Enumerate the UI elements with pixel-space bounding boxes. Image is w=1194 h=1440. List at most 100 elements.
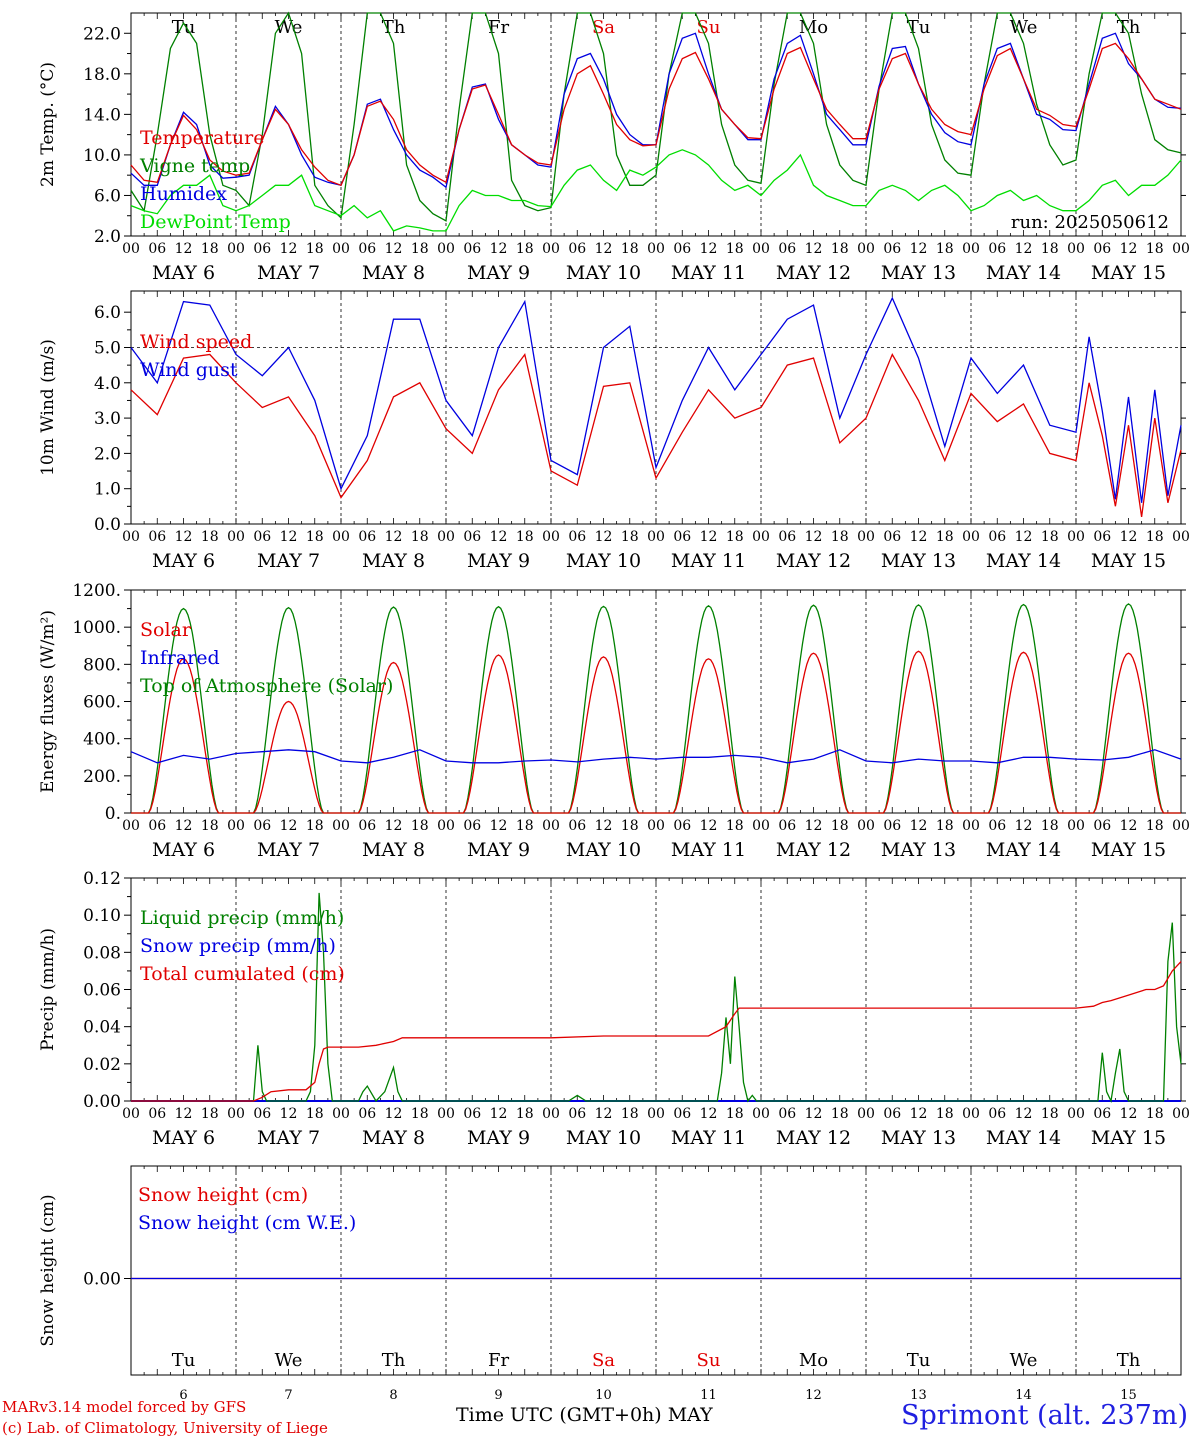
x-hour-label: 00 [857, 529, 875, 545]
x-hour-label: 00 [542, 818, 560, 834]
x-date-label: MAY 14 [986, 550, 1061, 572]
x-hour-label: 06 [463, 529, 481, 545]
x-hour-label: 00 [332, 529, 350, 545]
day-of-week-label: Mo [799, 17, 828, 38]
x-hour-label: 12 [175, 529, 193, 545]
x-hour-label: 12 [805, 1106, 823, 1122]
date-number-label: 6 [179, 1388, 187, 1403]
x-hour-label: 18 [936, 529, 954, 545]
x-hour-label: 12 [490, 241, 508, 257]
run-label: run: 2025050612 [1011, 212, 1169, 233]
x-hour-label: 18 [621, 529, 639, 545]
y-tick-label: 800. [83, 655, 121, 675]
x-hour-label: 00 [227, 818, 245, 834]
panel-wind: 0.0 1.0 2.0 3.0 4.0 5.0 6.0 10m Wind (m/s) 00 06 1… [38, 290, 1190, 572]
day-of-week-label: Tu [907, 1350, 931, 1371]
x-hour-label: 00 [437, 241, 455, 257]
x-hour-label: 00 [542, 529, 560, 545]
x-hour-label: 18 [621, 1106, 639, 1122]
x-hour-label: 12 [1015, 1106, 1033, 1122]
x-date-label: MAY 6 [152, 262, 215, 284]
x-hour-label: 00 [332, 818, 350, 834]
x-hour-label: 12 [1015, 529, 1033, 545]
x-hour-label: 12 [1015, 241, 1033, 257]
x-hour-label: 12 [490, 1106, 508, 1122]
y-tick-label: 0.12 [83, 869, 121, 889]
x-hour-label: 06 [253, 1106, 271, 1122]
x-hour-label: 12 [1120, 1106, 1138, 1122]
x-date-label: MAY 14 [986, 1127, 1061, 1149]
x-hour-label: 12 [595, 529, 613, 545]
legend-entry: Wind gust [140, 359, 238, 381]
x-date-label: MAY 10 [566, 550, 641, 572]
x-hour-label: 18 [306, 529, 324, 545]
x-hour-label: 06 [1093, 818, 1111, 834]
x-hour-label: 06 [253, 241, 271, 257]
series-line-vigne-temp [130, 11, 1182, 222]
x-hour-label: 00 [1067, 529, 1085, 545]
x-hour-label: 12 [910, 818, 928, 834]
x-hour-label: 12 [175, 818, 193, 834]
y-tick-label: 200. [83, 767, 121, 787]
x-hour-label: 12 [1015, 818, 1033, 834]
x-date-label: MAY 15 [1091, 550, 1166, 572]
x-hour-label: 06 [883, 241, 901, 257]
x-date-label: MAY 7 [257, 839, 320, 861]
x-date-label: MAY 13 [881, 262, 956, 284]
x-hour-label: 06 [148, 1106, 166, 1122]
x-hour-label: 18 [1041, 818, 1059, 834]
x-hour-label: 06 [148, 241, 166, 257]
x-date-label: MAY 6 [152, 550, 215, 572]
x-hour-label: 00 [857, 1106, 875, 1122]
series-line-total-cumulated [131, 961, 1182, 1102]
x-hour-label: 18 [201, 241, 219, 257]
x-date-label: MAY 7 [257, 1127, 320, 1149]
y-tick-label: 14.0 [83, 105, 121, 125]
date-number-label: 9 [494, 1388, 502, 1403]
x-hour-label: 12 [280, 529, 298, 545]
x-hour-label: 06 [778, 241, 796, 257]
y-tick-label: 0.00 [83, 1092, 121, 1112]
x-hour-label: 06 [358, 818, 376, 834]
x-hour-label: 06 [253, 529, 271, 545]
y-tick-label: 0.06 [83, 981, 121, 1001]
x-date-label: MAY 13 [881, 550, 956, 572]
x-hour-label: 00 [1067, 1106, 1085, 1122]
y-tick-label: 0.04 [83, 1018, 121, 1038]
legend-entry: Infrared [140, 647, 220, 669]
x-hour-label: 00 [227, 1106, 245, 1122]
x-hour-label: 12 [805, 529, 823, 545]
x-hour-label: 18 [726, 529, 744, 545]
panel-snow: 0.00 Snow height (cm) Snow height (cm) Snow… [38, 1165, 1182, 1403]
x-hour-label: 00 [542, 241, 560, 257]
x-hour-label: 06 [1093, 529, 1111, 545]
date-number-label: 10 [595, 1388, 612, 1403]
x-hour-label: 06 [778, 529, 796, 545]
x-hour-label: 12 [700, 529, 718, 545]
series-line-wind-speed [130, 352, 1182, 517]
station-name: Sprimont (alt. 237m) [901, 1400, 1188, 1431]
x-hour-label: 18 [831, 529, 849, 545]
x-hour-label: 12 [280, 241, 298, 257]
x-hour-label: 06 [883, 818, 901, 834]
day-of-week-label: Sa [592, 17, 615, 38]
x-hour-label: 00 [122, 818, 140, 834]
x-hour-label: 06 [673, 818, 691, 834]
day-of-week-label: Th [382, 17, 406, 38]
x-hour-label: 12 [910, 529, 928, 545]
day-of-week-label: Th [1117, 1350, 1141, 1371]
x-hour-label: 18 [201, 818, 219, 834]
x-hour-label: 12 [1120, 241, 1138, 257]
x-date-label: MAY 8 [362, 1127, 425, 1149]
x-hour-label: 12 [385, 818, 403, 834]
y-tick-label: 2.0 [94, 444, 121, 464]
x-date-label: MAY 8 [362, 839, 425, 861]
panel-energy: 0. 200. 400. 600. 800. 1000. 1200. Energy fluxe… [38, 581, 1190, 861]
legend-entry: Solar [140, 619, 192, 641]
x-hour-label: 00 [437, 529, 455, 545]
day-of-week-label: We [1010, 1350, 1038, 1371]
x-date-label: MAY 8 [362, 550, 425, 572]
x-hour-label: 00 [962, 241, 980, 257]
date-number-label: 8 [389, 1388, 397, 1403]
x-hour-label: 18 [411, 818, 429, 834]
